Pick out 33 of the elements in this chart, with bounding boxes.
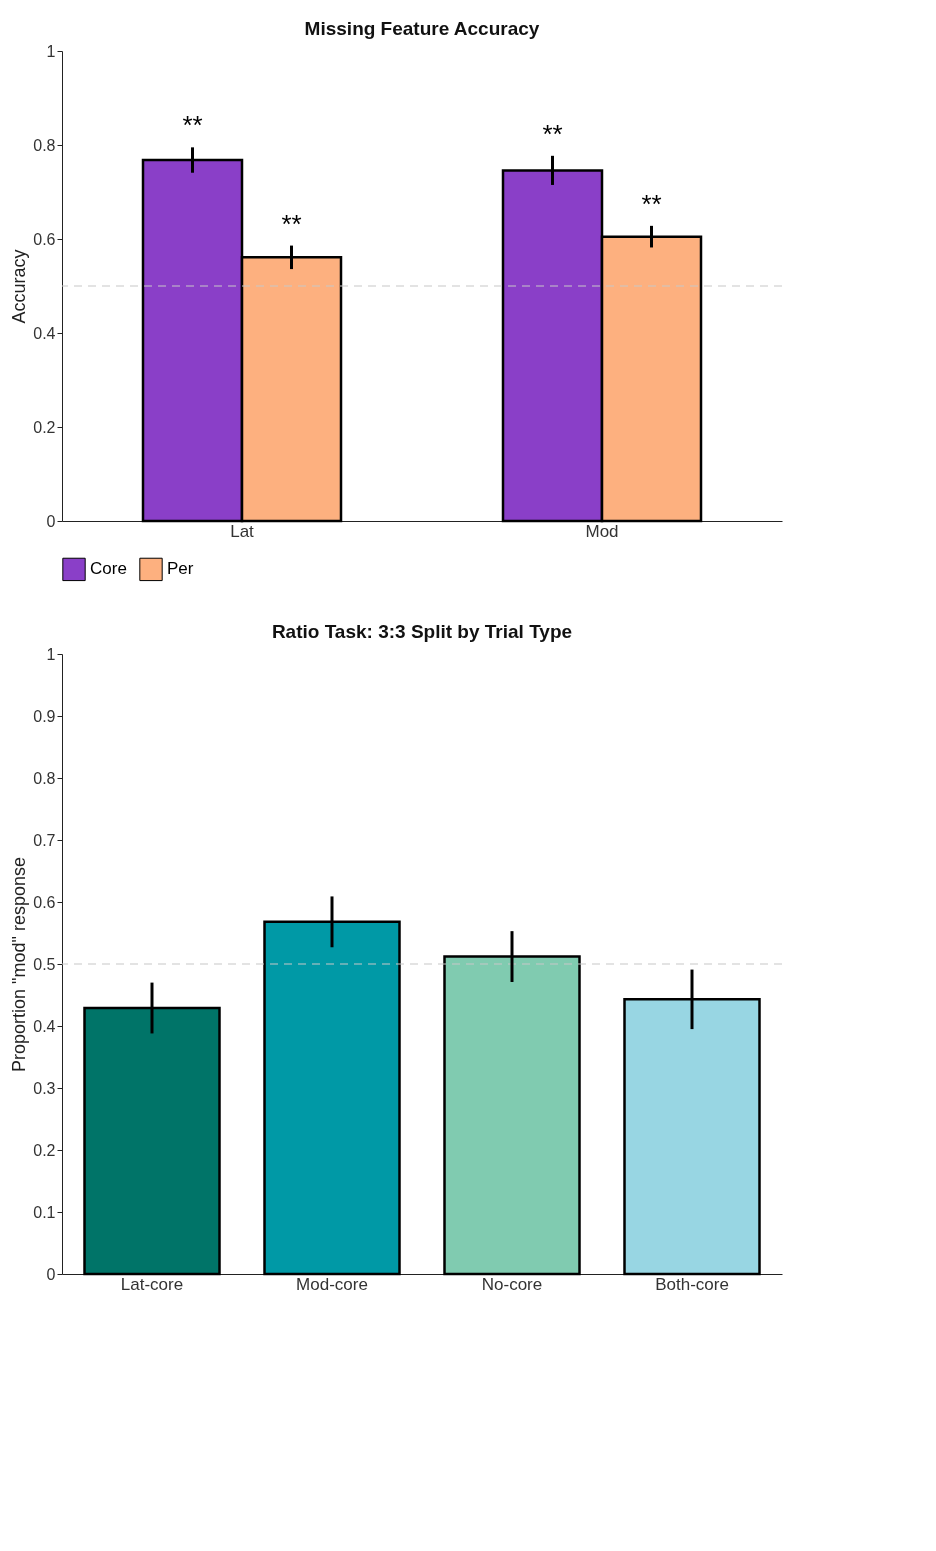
y-tick-label: 0.4 (33, 324, 56, 342)
y-tick-label: 0 (46, 1265, 56, 1283)
data-label: ** (641, 188, 662, 219)
x-tick-label: Lat (230, 521, 255, 541)
legend-label: Core (90, 559, 127, 579)
y-tick-label: 1 (46, 42, 56, 60)
y-tick-label: 0.6 (33, 893, 56, 911)
y-tick-label: 0.7 (33, 831, 56, 849)
y-axis-title: Accuracy (9, 249, 30, 324)
y-tick-label: 0.2 (33, 1141, 56, 1159)
chart-title: Ratio Task: 3:3 Split by Trial Type (271, 621, 573, 642)
legend-label: Per (167, 559, 194, 579)
y-tick-label: 0.8 (33, 136, 56, 154)
y-tick-label: 0.2 (33, 418, 56, 436)
y-tick-label: 0.4 (33, 1017, 56, 1035)
x-tick-label: No-core (481, 1274, 543, 1294)
y-tick-label: 0.9 (33, 707, 56, 725)
x-tick-label: Both-core (655, 1274, 729, 1294)
y-tick-label: 0.1 (33, 1203, 56, 1221)
data-label: ** (281, 208, 302, 239)
x-tick-label: Mod (585, 521, 619, 541)
x-tick-label: Lat-core (120, 1274, 184, 1294)
y-tick-label: 0.3 (33, 1079, 56, 1097)
y-tick-label: 0.5 (33, 955, 56, 973)
data-label: ** (182, 110, 203, 141)
y-tick-label: 0.8 (33, 769, 56, 787)
y-tick-label: 0 (46, 512, 56, 530)
y-axis-title: Proportion "mod" response (9, 857, 30, 1072)
chart-title: Missing Feature Accuracy (304, 18, 540, 39)
x-tick-label: Mod-core (296, 1274, 368, 1294)
y-tick-label: 0.6 (33, 230, 56, 248)
data-label: ** (542, 118, 563, 149)
y-tick-label: 1 (46, 645, 56, 663)
